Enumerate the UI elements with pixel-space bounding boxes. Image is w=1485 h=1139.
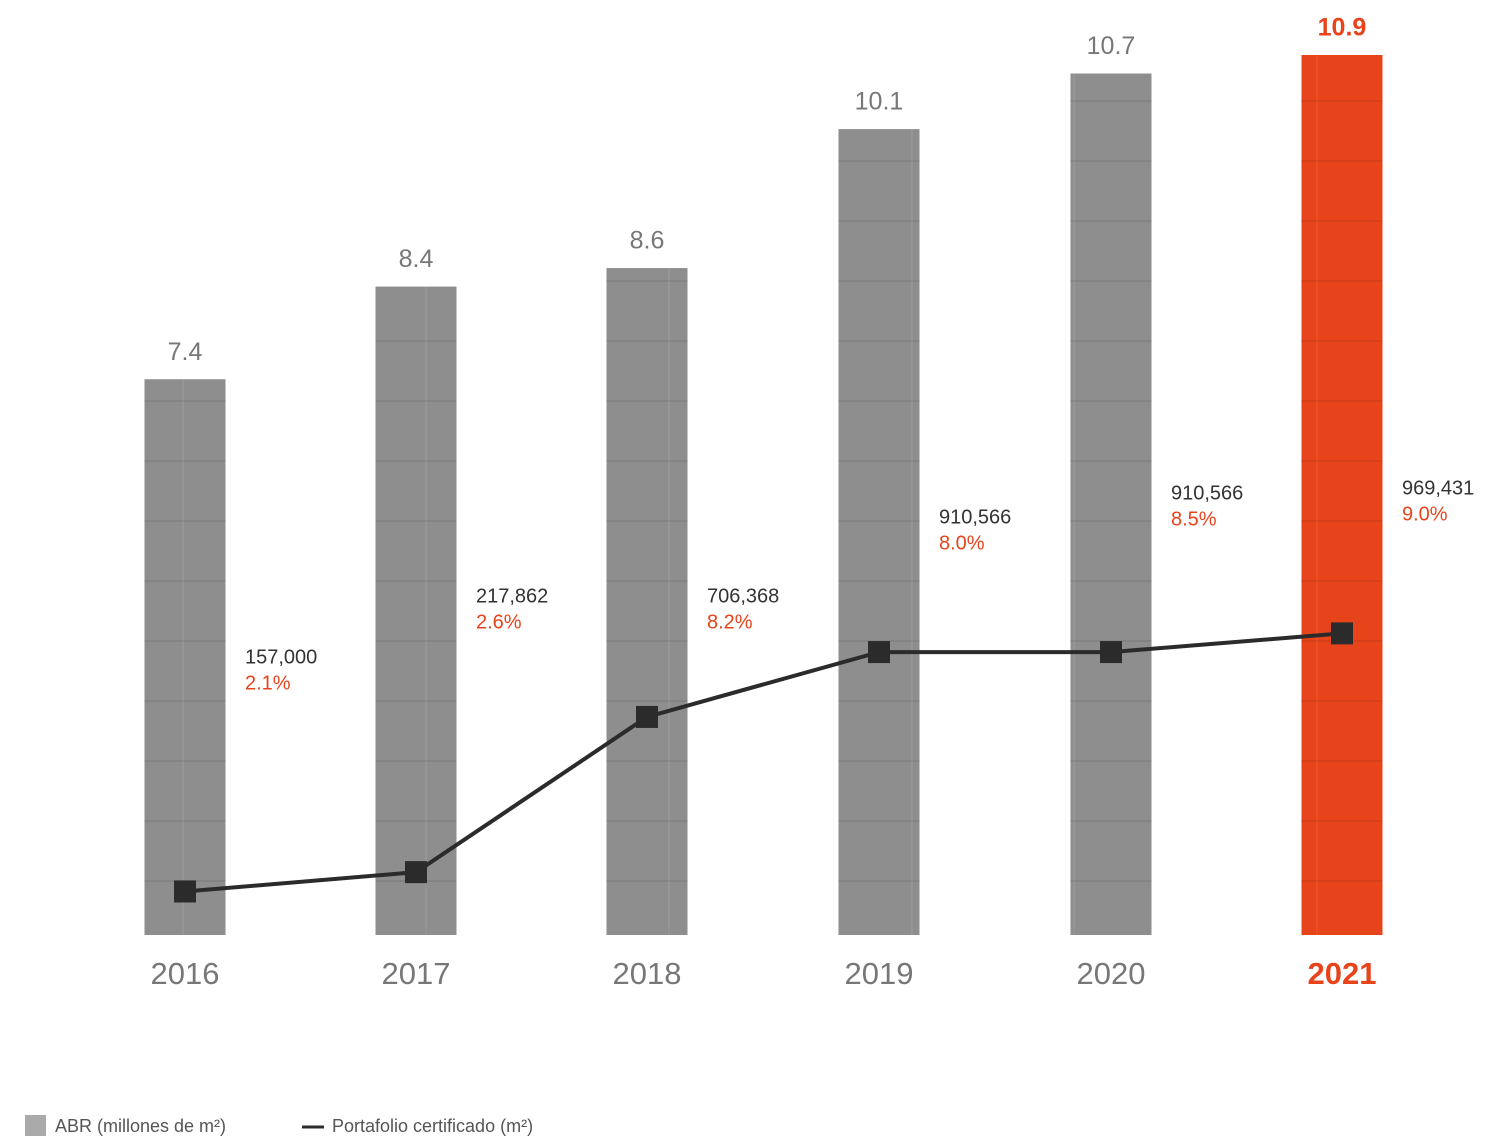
legend-swatch	[25, 1115, 46, 1136]
x-tick-label: 2019	[845, 956, 914, 991]
x-tick-label: 2020	[1077, 956, 1146, 991]
percent-label: 8.0%	[939, 532, 985, 554]
line-marker	[1100, 641, 1122, 664]
line-value-label: 157,000	[245, 646, 317, 668]
x-tick-label: 2018	[613, 956, 682, 991]
line-value-label: 910,566	[1171, 482, 1243, 504]
line-marker	[405, 861, 427, 884]
bar-value-label: 10.7	[1087, 32, 1136, 60]
bar-value-label: 8.6	[630, 227, 665, 255]
bar-value-label: 10.9	[1318, 14, 1367, 42]
line-marker	[174, 880, 196, 903]
bar-value-label: 10.1	[855, 88, 904, 116]
x-tick-label: 2021	[1308, 956, 1377, 991]
bar-texture	[838, 129, 920, 935]
percent-label: 9.0%	[1402, 503, 1448, 525]
line	[184, 631, 1343, 894]
bar-texture	[606, 268, 688, 936]
bar-texture	[375, 286, 457, 935]
legend-label: Portafolio certificado (m²)	[332, 1116, 533, 1136]
line-marker	[868, 641, 890, 664]
bar-value-label: 8.4	[399, 245, 434, 273]
bar-texture	[1301, 55, 1383, 935]
percent-label: 8.5%	[1171, 508, 1217, 530]
line-value-label: 969,431	[1402, 477, 1474, 499]
legend-label: ABR (millones de m²)	[55, 1116, 226, 1136]
percent-label: 2.1%	[245, 672, 291, 694]
percent-label: 2.6%	[476, 611, 522, 633]
x-tick-label: 2017	[382, 956, 451, 991]
line-marker	[636, 705, 658, 728]
bar-texture	[144, 379, 226, 935]
bar-texture	[1070, 73, 1152, 936]
x-tick-label: 2016	[151, 956, 220, 991]
line-marker	[1331, 622, 1353, 645]
line-value-label: 217,862	[476, 585, 548, 607]
line-value-label: 910,566	[939, 506, 1011, 528]
line-value-label: 706,368	[707, 585, 779, 607]
bar-value-label: 7.4	[168, 338, 203, 366]
percent-label: 8.2%	[707, 611, 753, 633]
